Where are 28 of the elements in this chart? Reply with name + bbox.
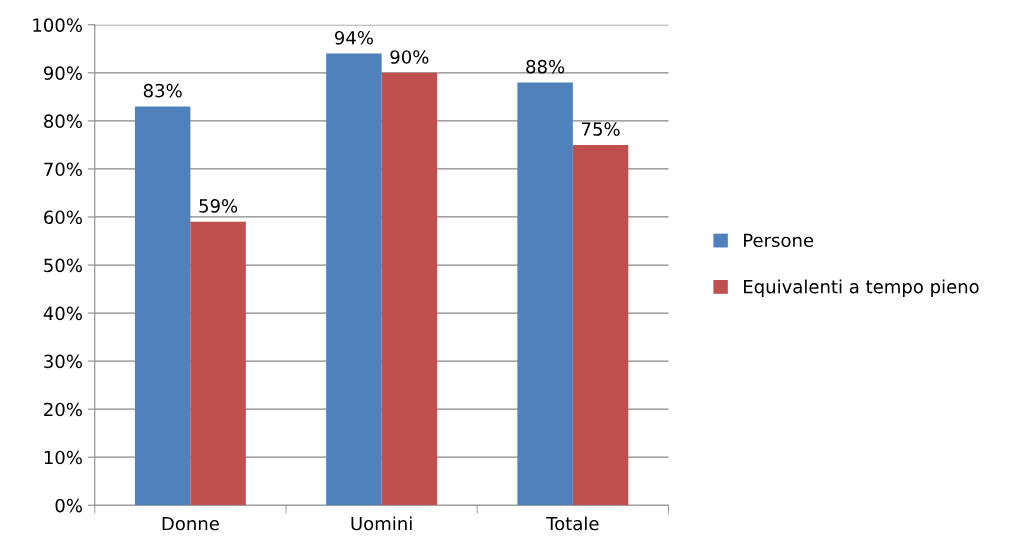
bar	[134, 106, 191, 506]
y-tick-label: 10%	[44, 450, 82, 465]
x-tick-label: Uomini	[351, 516, 412, 531]
y-tick-label: 40%	[43, 306, 82, 321]
bar	[517, 82, 573, 506]
y-tick-label: 70%	[44, 162, 82, 177]
x-tick-label: Donne	[162, 516, 219, 531]
data-label: 88%	[526, 59, 565, 74]
y-tick-label: 60%	[44, 210, 82, 225]
y-tick-label: 20%	[44, 402, 82, 417]
data-label: 59%	[199, 199, 238, 213]
y-tick-label: 50%	[44, 258, 82, 273]
data-label: 83%	[143, 83, 182, 98]
y-tick-label: 90%	[43, 66, 82, 80]
bar	[381, 72, 438, 506]
legend-label: Equivalenti a tempo pieno	[744, 279, 979, 297]
data-label: 75%	[581, 122, 620, 136]
bar	[326, 53, 382, 506]
data-label: 90%	[390, 50, 429, 64]
x-tick-label: Totale	[546, 516, 599, 531]
y-tick-label: 0%	[55, 498, 82, 513]
y-tick-label: 80%	[44, 114, 82, 129]
data-label: 94%	[334, 30, 373, 45]
y-tick-label: 100%	[33, 18, 82, 32]
y-tick-label: 30%	[44, 354, 82, 369]
bar	[572, 144, 629, 506]
bar	[190, 221, 246, 506]
legend-label: Persone	[744, 233, 814, 248]
